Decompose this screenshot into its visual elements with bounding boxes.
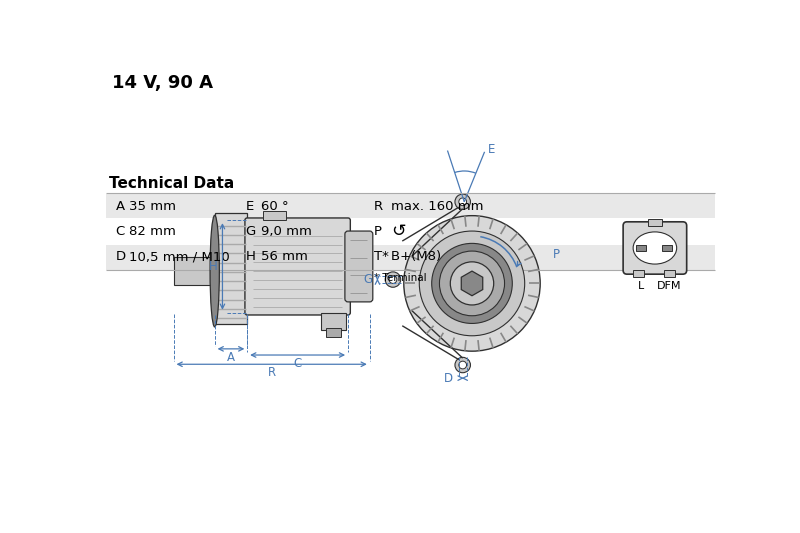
- Text: C: C: [294, 357, 302, 370]
- Text: Technical Data: Technical Data: [110, 175, 234, 191]
- FancyBboxPatch shape: [623, 222, 686, 274]
- Circle shape: [386, 272, 401, 287]
- FancyBboxPatch shape: [245, 218, 350, 315]
- Bar: [262, 211, 286, 220]
- Text: max. 160 mm: max. 160 mm: [391, 199, 484, 213]
- Text: 60 °: 60 °: [262, 199, 289, 213]
- Text: * Terminal: * Terminal: [374, 273, 426, 283]
- Text: 10,5 mm / M10: 10,5 mm / M10: [130, 251, 230, 263]
- Text: G: G: [246, 225, 256, 238]
- Bar: [326, 328, 341, 337]
- Text: A: A: [227, 351, 235, 364]
- Polygon shape: [462, 271, 482, 296]
- Text: G: G: [363, 273, 373, 286]
- Text: H: H: [246, 251, 255, 263]
- Circle shape: [455, 194, 470, 209]
- Circle shape: [419, 231, 525, 336]
- Text: 14 V, 90 A: 14 V, 90 A: [112, 74, 213, 92]
- Ellipse shape: [210, 215, 219, 327]
- Text: D: D: [115, 251, 126, 263]
- Text: ↺: ↺: [391, 222, 406, 240]
- Text: R: R: [267, 366, 276, 379]
- Text: DFM: DFM: [658, 281, 682, 291]
- Circle shape: [439, 251, 505, 316]
- Text: 9,0 mm: 9,0 mm: [262, 225, 312, 238]
- Bar: [662, 245, 672, 252]
- Bar: [636, 245, 646, 252]
- Text: C: C: [115, 225, 125, 238]
- Text: R: R: [374, 199, 382, 213]
- Bar: [106, 219, 714, 244]
- Text: B+(M8), L, DFM: B+(M8), L, DFM: [391, 251, 494, 263]
- Circle shape: [450, 262, 494, 305]
- Circle shape: [432, 244, 512, 324]
- Text: 35 mm: 35 mm: [130, 199, 177, 213]
- Bar: [106, 193, 714, 219]
- Bar: [106, 244, 714, 270]
- Text: E: E: [488, 143, 495, 156]
- Text: E: E: [246, 199, 254, 213]
- Text: L: L: [638, 281, 644, 291]
- Text: 56 mm: 56 mm: [262, 251, 308, 263]
- Circle shape: [459, 361, 466, 369]
- Text: 82 mm: 82 mm: [130, 225, 176, 238]
- Circle shape: [459, 198, 466, 206]
- Text: D: D: [443, 372, 453, 385]
- Text: H: H: [209, 260, 218, 273]
- FancyBboxPatch shape: [345, 231, 373, 302]
- Bar: [214, 213, 247, 324]
- Circle shape: [404, 216, 540, 351]
- Circle shape: [389, 276, 397, 284]
- Bar: [664, 270, 675, 277]
- Text: P: P: [374, 225, 382, 238]
- Bar: [634, 270, 644, 277]
- Bar: [174, 257, 214, 285]
- Text: P: P: [553, 248, 560, 261]
- Circle shape: [455, 357, 470, 373]
- Ellipse shape: [633, 232, 677, 264]
- Bar: [321, 313, 346, 329]
- Text: T*: T*: [374, 251, 389, 263]
- Bar: [648, 219, 662, 225]
- Text: A: A: [115, 199, 125, 213]
